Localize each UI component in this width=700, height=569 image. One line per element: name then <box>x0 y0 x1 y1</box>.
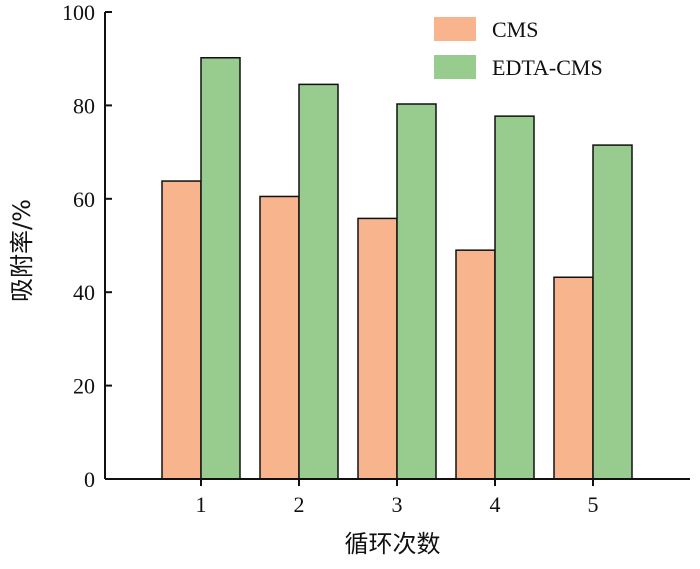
y-tick-label: 20 <box>73 374 95 399</box>
y-tick-label: 40 <box>73 280 95 305</box>
x-axis-title: 循环次数 <box>345 530 441 558</box>
bar-edta-cms-5 <box>592 144 633 480</box>
y-tick-label: 0 <box>84 467 95 492</box>
legend-swatch-edta-cms <box>434 55 476 79</box>
bar-edta-cms-4 <box>494 115 535 480</box>
x-tick-label: 1 <box>196 492 207 517</box>
y-tick-label: 60 <box>73 187 95 212</box>
legend: CMS EDTA-CMS <box>434 17 603 80</box>
bars-group <box>161 57 633 480</box>
x-ticks: 1 2 3 4 5 <box>196 479 599 517</box>
x-tick-label: 3 <box>392 492 403 517</box>
bar-cms-1 <box>161 180 202 480</box>
legend-label-cms: CMS <box>492 17 538 42</box>
bar-edta-cms-1 <box>200 57 241 480</box>
x-tick-label: 4 <box>490 492 501 517</box>
legend-label-edta-cms: EDTA-CMS <box>492 55 603 80</box>
bar-cms-3 <box>357 217 398 480</box>
bar-cms-5 <box>553 276 594 480</box>
legend-swatch-cms <box>434 17 476 41</box>
y-axis-title: 吸附率/% <box>8 199 36 302</box>
y-ticks: 0 20 40 60 80 100 <box>62 0 112 492</box>
y-tick-label: 100 <box>62 0 95 25</box>
x-tick-label: 2 <box>294 492 305 517</box>
bar-edta-cms-3 <box>396 103 437 480</box>
x-tick-label: 5 <box>588 492 599 517</box>
y-tick-label: 80 <box>73 93 95 118</box>
bar-edta-cms-2 <box>298 83 339 480</box>
bar-cms-2 <box>259 195 300 480</box>
bar-cms-4 <box>455 249 496 480</box>
